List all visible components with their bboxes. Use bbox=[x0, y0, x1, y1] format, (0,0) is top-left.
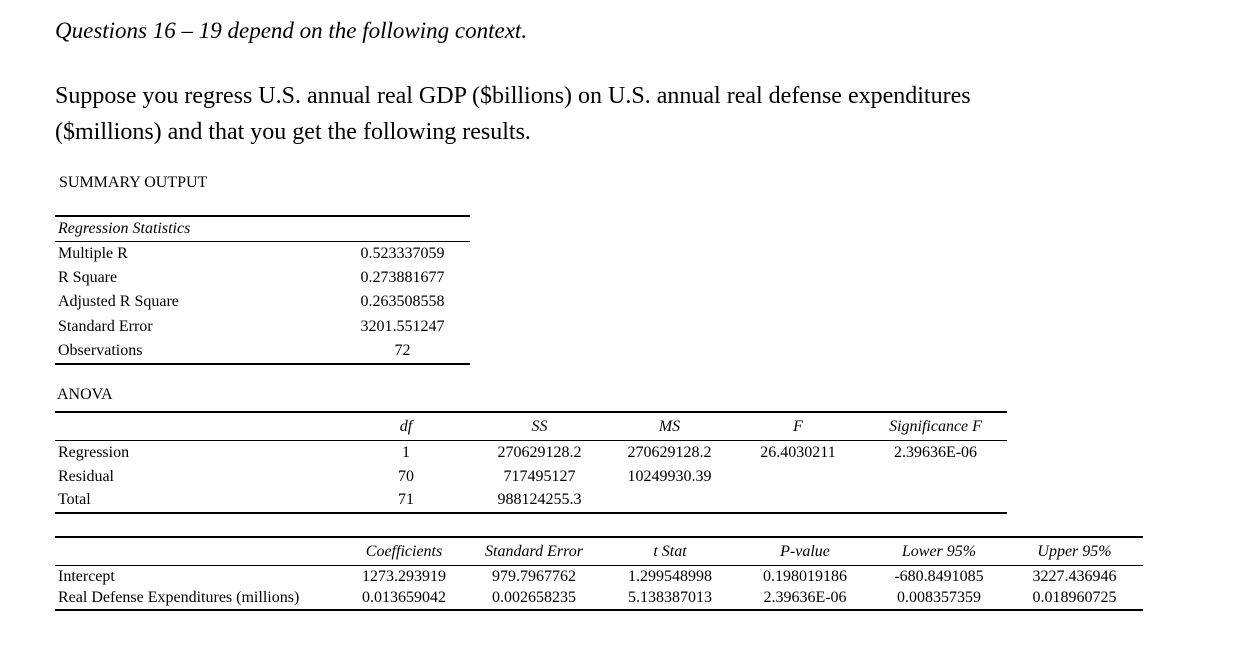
cell-ms: 10249930.39 bbox=[627, 467, 712, 485]
stat-value: 0.523337059 bbox=[360, 245, 445, 263]
cell-df: 71 bbox=[398, 491, 414, 509]
row-label: Regression bbox=[58, 443, 130, 461]
anova-table: df SS MS F Significance F Regression 1 2… bbox=[55, 411, 1007, 515]
stat-label: Standard Error bbox=[58, 317, 153, 335]
cell-standard-error: 979.7967762 bbox=[492, 567, 576, 585]
row-label: Total bbox=[58, 491, 91, 509]
stat-label: Multiple R bbox=[58, 245, 128, 263]
table-row: Adjusted R Square 0.263508558 bbox=[55, 290, 470, 314]
column-header-df: df bbox=[399, 417, 413, 435]
cell-ss: 717495127 bbox=[503, 467, 576, 485]
stat-label: Observations bbox=[58, 341, 143, 359]
intro-paragraph: Suppose you regress U.S. annual real GDP… bbox=[55, 78, 1195, 150]
coefficients-table: Coefficients Standard Error t Stat P-val… bbox=[55, 536, 1143, 611]
table-row: Residual 70 717495127 10249930.39 bbox=[55, 465, 1007, 489]
stat-value: 0.273881677 bbox=[360, 269, 445, 287]
cell-lower-95: -680.8491085 bbox=[894, 567, 984, 585]
table-row: Real Defense Expenditures (millions) 0.0… bbox=[55, 588, 1143, 610]
cell-ss: 270629128.2 bbox=[497, 443, 582, 461]
column-header-standard-error: Standard Error bbox=[485, 542, 583, 560]
cell-t-stat: 5.138387013 bbox=[628, 589, 712, 607]
cell-lower-95: 0.008357359 bbox=[897, 589, 981, 607]
anova-heading: ANOVA bbox=[57, 386, 113, 403]
table-row: R Square 0.273881677 bbox=[55, 266, 470, 290]
table-row: Observations 72 bbox=[55, 339, 470, 363]
regression-statistics-table: Regression Statistics Multiple R 0.52333… bbox=[55, 215, 470, 365]
column-header-significance-f: Significance F bbox=[889, 417, 982, 435]
column-header-ms: MS bbox=[658, 417, 681, 435]
table-row: Standard Error 3201.551247 bbox=[55, 315, 470, 339]
cell-ss: 988124255.3 bbox=[497, 491, 582, 509]
table-row: Multiple R 0.523337059 bbox=[55, 242, 470, 266]
table-row: Intercept 1273.293919 979.7967762 1.2995… bbox=[55, 566, 1143, 588]
cell-df: 1 bbox=[402, 443, 410, 461]
summary-output-title: SUMMARY OUTPUT bbox=[59, 174, 208, 191]
cell-standard-error: 0.002658235 bbox=[492, 589, 576, 607]
context-note: Questions 16 – 19 depend on the followin… bbox=[55, 18, 528, 43]
row-label: Intercept bbox=[58, 567, 115, 585]
column-header-coefficients: Coefficients bbox=[365, 542, 443, 560]
cell-p-value: 0.198019186 bbox=[763, 567, 847, 585]
stat-value: 72 bbox=[394, 341, 411, 359]
stat-value: 0.263508558 bbox=[360, 293, 445, 311]
cell-p-value: 2.39636E-06 bbox=[763, 589, 847, 607]
cell-coefficient: 1273.293919 bbox=[362, 567, 446, 585]
table-row: Total 71 988124255.3 bbox=[55, 488, 1007, 512]
stat-value: 3201.551247 bbox=[360, 317, 445, 335]
regression-statistics-heading: Regression Statistics bbox=[55, 217, 470, 242]
column-header-p-value: P-value bbox=[780, 542, 830, 560]
anova-header-row: df SS MS F Significance F bbox=[55, 413, 1007, 441]
cell-f: 26.4030211 bbox=[760, 443, 836, 461]
row-label: Real Defense Expenditures (millions) bbox=[58, 589, 300, 607]
coefficients-header-row: Coefficients Standard Error t Stat P-val… bbox=[55, 538, 1143, 566]
cell-ms: 270629128.2 bbox=[627, 443, 712, 461]
cell-upper-95: 3227.436946 bbox=[1032, 567, 1117, 585]
cell-coefficient: 0.013659042 bbox=[362, 589, 446, 607]
row-label: Residual bbox=[58, 467, 114, 485]
stat-label: R Square bbox=[58, 269, 118, 287]
cell-t-stat: 1.299548998 bbox=[628, 567, 712, 585]
column-header-lower-95: Lower 95% bbox=[901, 542, 977, 560]
column-header-t-stat: t Stat bbox=[653, 542, 687, 560]
column-header-f: F bbox=[793, 417, 803, 435]
column-header-upper-95: Upper 95% bbox=[1037, 542, 1112, 560]
intro-line-1: Suppose you regress U.S. annual real GDP… bbox=[55, 83, 971, 109]
cell-upper-95: 0.018960725 bbox=[1032, 589, 1117, 607]
cell-sig-f: 2.39636E-06 bbox=[893, 443, 978, 461]
cell-df: 70 bbox=[398, 467, 414, 485]
column-header-ss: SS bbox=[531, 417, 548, 435]
table-row: Regression 1 270629128.2 270629128.2 26.… bbox=[55, 441, 1007, 465]
stat-label: Adjusted R Square bbox=[58, 293, 179, 311]
intro-line-2: ($millions) and that you get the followi… bbox=[55, 119, 531, 145]
